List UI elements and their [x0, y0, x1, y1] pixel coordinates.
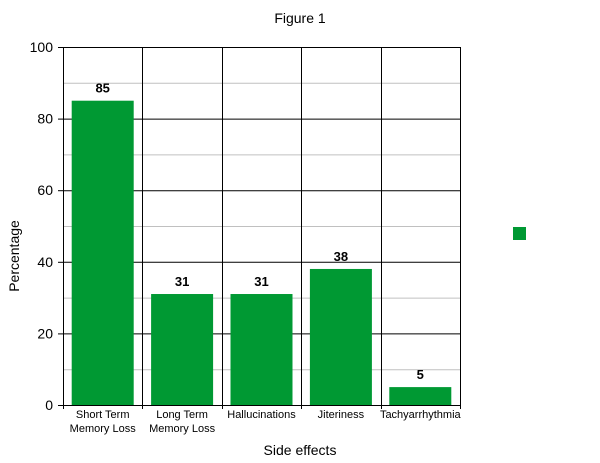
bars-group: [71, 100, 452, 405]
bar: [151, 294, 214, 405]
x-tick-label: Hallucinations: [227, 409, 296, 421]
bar: [389, 387, 452, 405]
data-label: 5: [417, 367, 424, 382]
x-tick-label: Long Term Memory Loss: [149, 409, 216, 435]
y-tick-label: 40: [37, 254, 53, 270]
bar: [230, 294, 293, 405]
data-label: 31: [254, 274, 268, 289]
x-tick-label: Jiteriness: [318, 409, 365, 421]
y-tick-label: 20: [37, 325, 53, 341]
data-label: 85: [95, 81, 109, 96]
data-label: 38: [334, 249, 348, 264]
data-labels: 85 31 31 38 5: [95, 81, 423, 382]
y-tick-label: 60: [37, 182, 53, 198]
y-tick-label: 100: [30, 39, 54, 55]
data-label: 31: [175, 274, 189, 289]
axes: [58, 47, 461, 409]
y-axis-ticks: 0 20 40 60 80 100: [30, 39, 54, 413]
y-axis-title: Percentage: [6, 220, 22, 292]
y-tick-label: 0: [45, 397, 53, 413]
x-axis-title: Side effects: [264, 442, 337, 458]
legend-swatch: [513, 227, 526, 240]
bar: [71, 100, 134, 405]
x-tick-label: Short Term Memory Loss: [70, 409, 137, 435]
bar: [309, 268, 372, 405]
x-tick-label: Tachyarrhythmia: [380, 409, 462, 421]
y-tick-label: 80: [37, 111, 53, 127]
chart-title: Figure 1: [274, 10, 326, 26]
plot-frame: [63, 47, 461, 406]
x-axis-labels: Short Term Memory Loss Long Term Memory Los…: [70, 409, 462, 435]
